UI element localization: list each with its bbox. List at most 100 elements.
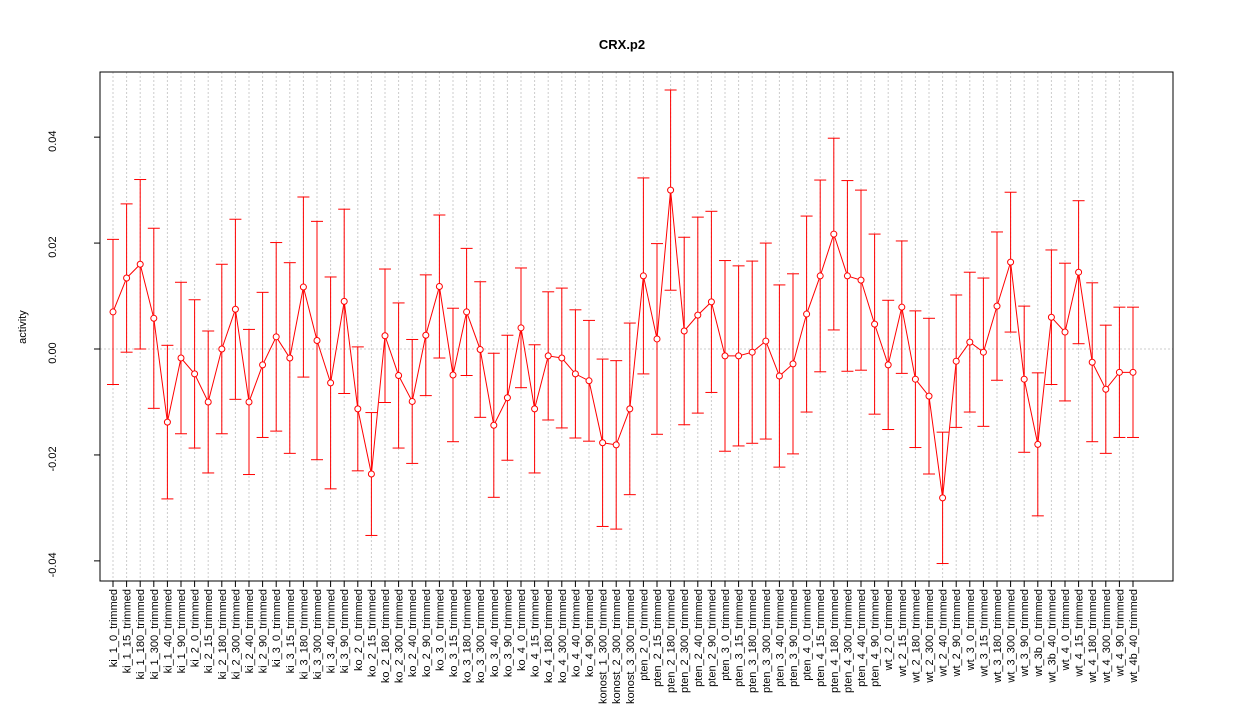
data-point <box>775 372 783 380</box>
x-tick-label: ko_3_90_trimmed <box>502 589 514 677</box>
x-tick-label: ki_1_180_trimmed <box>135 589 147 680</box>
x-tick-label: ko_2_0_trimmed <box>353 589 365 671</box>
data-point <box>204 398 212 406</box>
data-point <box>463 308 471 316</box>
x-tick-label: ko_2_40_trimmed <box>407 589 419 677</box>
data-point <box>340 297 348 305</box>
x-tick-label: wt_3_15_trimmed <box>978 589 990 677</box>
x-tick-label: ki_2_180_trimmed <box>217 589 229 680</box>
data-line <box>112 190 1133 498</box>
x-tick-label: ko_4_90_trimmed <box>584 589 596 677</box>
x-tick-label: ki_2_90_trimmed <box>258 589 270 673</box>
x-tick-label: pten_4_15_trimmed <box>815 589 827 687</box>
data-point <box>599 439 607 447</box>
data-point <box>177 354 185 362</box>
x-tick-label: ko_2_180_trimmed <box>380 589 392 683</box>
data-point <box>748 348 756 356</box>
data-point <box>626 405 634 413</box>
data-point <box>667 186 675 194</box>
data-point <box>191 370 199 378</box>
data-point <box>939 494 947 502</box>
x-tick-label: ko_4_0_trimmed <box>516 589 528 671</box>
x-tick-label: ki_2_0_trimmed <box>190 589 202 667</box>
data-point <box>163 418 171 426</box>
data-point <box>721 352 729 360</box>
x-tick-label: wt_2_300_trimmed <box>924 589 936 684</box>
data-point <box>408 397 416 405</box>
x-tick-label: wt_3b_40_trimmed <box>1046 589 1058 684</box>
data-point <box>735 352 743 360</box>
data-point <box>449 371 457 379</box>
data-point <box>898 303 906 311</box>
data-point <box>544 352 552 360</box>
x-tick-label: ki_1_40_trimmed <box>162 589 174 673</box>
data-point <box>150 314 158 322</box>
data-point <box>476 346 484 354</box>
data-point <box>571 370 579 378</box>
data-point <box>109 308 117 316</box>
x-tick-label: wt_4_0_trimmed <box>1060 589 1072 671</box>
x-tick-label: wt_4b_40_trimmed <box>1128 589 1140 684</box>
data-point <box>1129 368 1137 376</box>
data-point <box>707 298 715 306</box>
x-tick-label: pten_2_180_trimmed <box>666 589 678 693</box>
data-point <box>286 354 294 362</box>
data-point <box>694 311 702 319</box>
y-tick-label: 0.00 <box>47 342 59 363</box>
x-tick-label: ko_4_180_trimmed <box>543 589 555 683</box>
x-tick-label: pten_4_90_trimmed <box>870 589 882 687</box>
data-point <box>245 398 253 406</box>
x-tick-label: wt_4_90_trimmed <box>1114 589 1126 677</box>
x-tick-label: pten_4_180_trimmed <box>829 589 841 693</box>
chart-title: CRX.p2 <box>599 37 645 52</box>
x-tick-label: pten_2_15_trimmed <box>652 589 664 687</box>
data-point <box>517 324 525 332</box>
y-tick-label: 0.04 <box>47 130 59 151</box>
data-point <box>422 331 430 339</box>
x-tick-label: konost_1_300_trimmed <box>598 589 610 704</box>
x-tick-label: wt_4_180_trimmed <box>1087 589 1099 684</box>
x-tick-label: ki_1_90_trimmed <box>176 589 188 673</box>
data-point <box>123 274 131 282</box>
data-point <box>218 345 226 353</box>
data-point <box>1034 440 1042 448</box>
data-point <box>490 421 498 429</box>
x-tick-label: ko_2_15_trimmed <box>366 589 378 677</box>
x-tick-label: wt_3b_0_trimmed <box>1033 589 1045 677</box>
x-tick-label: pten_2_90_trimmed <box>706 589 718 687</box>
y-tick-label: 0.02 <box>47 236 59 257</box>
x-tick-label: ki_3_15_trimmed <box>285 589 297 673</box>
data-point <box>653 335 661 343</box>
x-tick-label: wt_2_0_trimmed <box>883 589 895 671</box>
x-tick-label: ko_4_300_trimmed <box>557 589 569 683</box>
data-point <box>585 377 593 385</box>
data-point <box>979 348 987 356</box>
x-tick-label: ki_3_90_trimmed <box>339 589 351 673</box>
x-tick-label: ki_2_40_trimmed <box>244 589 256 673</box>
x-tick-label: pten_3_40_trimmed <box>774 589 786 687</box>
x-tick-label: wt_3_90_trimmed <box>1019 589 1031 677</box>
data-point <box>680 327 688 335</box>
data-point <box>1088 358 1096 366</box>
data-point <box>395 371 403 379</box>
x-tick-label: ki_3_300_trimmed <box>312 589 324 680</box>
data-point <box>857 276 865 284</box>
x-tick-label: ko_3_180_trimmed <box>462 589 474 683</box>
x-tick-label: ki_2_15_trimmed <box>203 589 215 673</box>
x-tick-label: wt_3_300_trimmed <box>1006 589 1018 684</box>
data-point <box>911 375 919 383</box>
data-point <box>966 338 974 346</box>
data-point <box>367 470 375 478</box>
x-tick-label: wt_4_300_trimmed <box>1101 589 1113 684</box>
x-tick-label: pten_3_15_trimmed <box>734 589 746 687</box>
x-tick-label: wt_3_180_trimmed <box>992 589 1004 684</box>
plot-frame <box>99 71 1174 582</box>
x-tick-label: pten_3_300_trimmed <box>761 589 773 693</box>
data-point <box>1047 313 1055 321</box>
data-point <box>871 320 879 328</box>
x-tick-label: pten_3_0_trimmed <box>720 589 732 681</box>
data-point <box>884 361 892 369</box>
data-point <box>531 405 539 413</box>
x-tick-label: ki_1_15_trimmed <box>122 589 134 673</box>
x-tick-label: ki_1_300_trimmed <box>149 589 161 680</box>
